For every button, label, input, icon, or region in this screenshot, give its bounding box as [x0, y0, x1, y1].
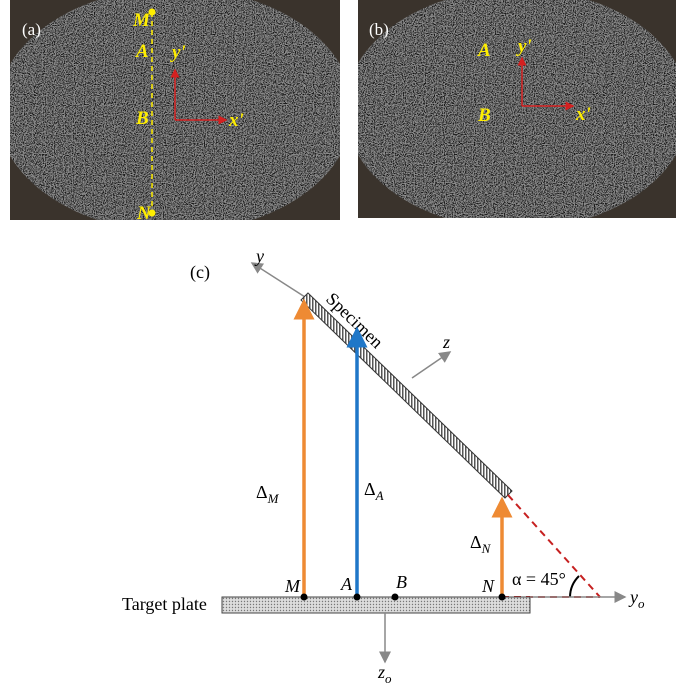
panel-b: (b) A B y' x': [345, 0, 686, 229]
axis-label: y: [254, 246, 264, 266]
point-label: B: [477, 105, 491, 126]
point: [392, 594, 399, 601]
specimen: [301, 293, 512, 498]
axis-label: y': [170, 42, 186, 63]
panel-label: (c): [190, 262, 210, 283]
axis-arrow: [252, 263, 305, 297]
panel-c: (c) y z Specimen α = 45° Target plate yo…: [122, 246, 645, 684]
delta-label: ΔM: [256, 482, 280, 506]
point: [301, 594, 308, 601]
point-label: B: [396, 572, 407, 592]
point-label: A: [135, 41, 149, 62]
axis-label: x': [228, 110, 244, 131]
point: [354, 594, 361, 601]
axis-label: yo: [628, 587, 645, 611]
axis-label: zo: [377, 662, 392, 684]
axis-label: y': [516, 36, 532, 57]
panel-label: (a): [22, 20, 41, 39]
axis-arrow: [412, 352, 450, 378]
axis-label: x': [575, 104, 591, 125]
target-plate: [222, 597, 530, 613]
point-label: A: [340, 574, 353, 594]
point: [499, 594, 506, 601]
point-label: N: [136, 203, 152, 224]
delta-label: ΔN: [470, 532, 492, 556]
point-label: A: [477, 40, 491, 61]
figure: (a) M A B N y' x' (b) A B y' x' (c) y z …: [0, 0, 686, 684]
target-label: Target plate: [122, 594, 207, 614]
point-label: B: [135, 108, 149, 129]
panel-label: (b): [369, 20, 389, 39]
point-label: M: [132, 10, 151, 31]
angle-arc: [570, 576, 579, 597]
point-label: M: [284, 576, 301, 596]
angle-label: α = 45°: [512, 569, 566, 589]
delta-label: ΔA: [364, 479, 384, 503]
point-label: N: [481, 576, 495, 596]
axis-label: z: [442, 332, 450, 352]
panel-a: (a) M A B N y' x': [0, 0, 353, 232]
